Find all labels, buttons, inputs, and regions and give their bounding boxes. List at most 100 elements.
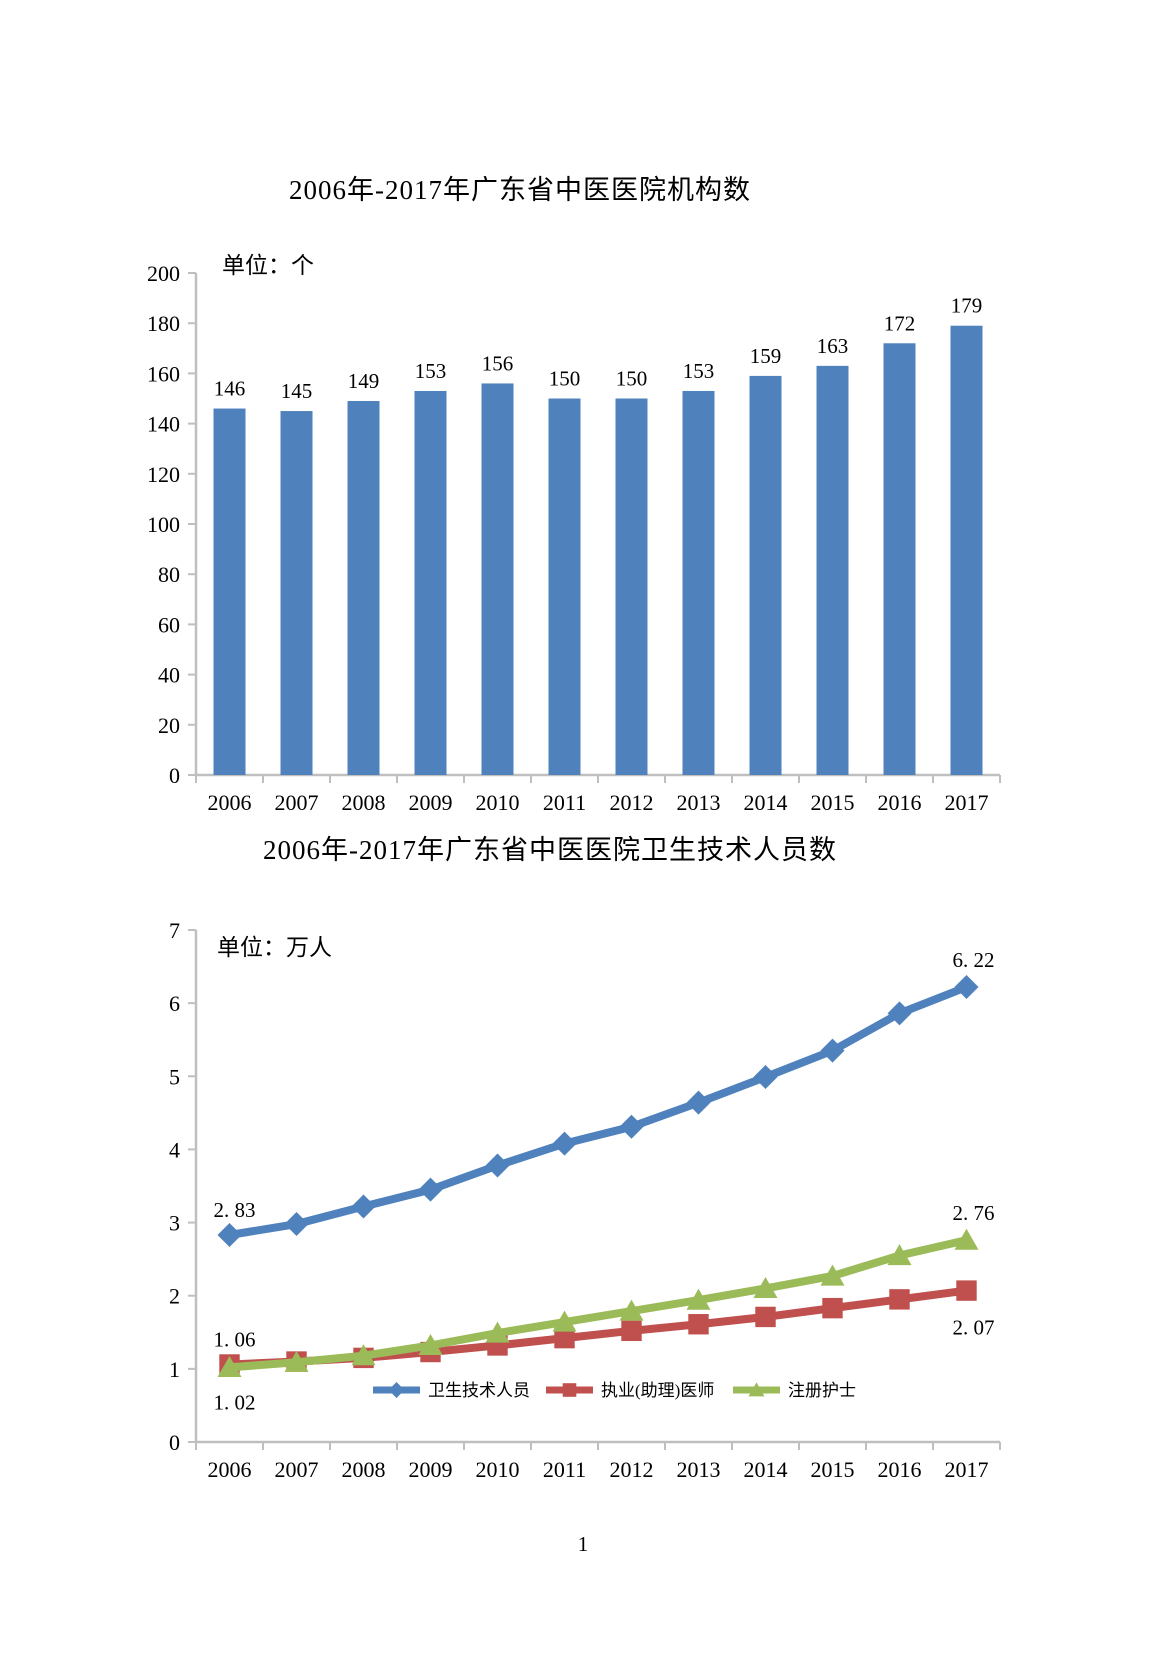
series-point-marker-2 <box>284 1350 309 1372</box>
y-tick-label: 0 <box>169 1430 180 1455</box>
y-tick-label: 20 <box>158 713 180 738</box>
x-tick-label: 2013 <box>677 1457 721 1482</box>
series-point-marker-2 <box>217 1355 242 1377</box>
bar-value-label: 159 <box>750 344 782 368</box>
bar-2009 <box>414 390 447 775</box>
x-tick-label: 2009 <box>409 1457 453 1482</box>
bar-value-label: 172 <box>884 311 916 335</box>
series-point-marker-0 <box>485 1153 510 1178</box>
series-point-marker-0 <box>686 1090 711 1115</box>
line-chart-title: 2006年-2017年广东省中医医院卫生技术人员数 <box>263 835 837 865</box>
series-point-marker-2 <box>485 1321 510 1343</box>
legend-marker-triangle <box>748 1382 765 1397</box>
bar-2007 <box>280 411 313 775</box>
series-line-1 <box>229 1286 968 1369</box>
bar-2008 <box>347 401 380 775</box>
legend-label-2: 注册护士 <box>788 1381 856 1400</box>
series-point-marker-2 <box>552 1310 577 1332</box>
series-point-marker-2 <box>686 1288 711 1310</box>
series-point-marker-1 <box>688 1314 709 1335</box>
x-tick-label: 2016 <box>878 790 922 815</box>
bar-chart-unit-label: 单位：个 <box>222 253 314 278</box>
series-point-marker-0 <box>887 1001 912 1026</box>
series-point-marker-2 <box>954 1228 979 1250</box>
series-point-marker-2 <box>820 1264 845 1286</box>
bar-2012 <box>615 398 648 775</box>
bar-value-label: 145 <box>281 379 313 403</box>
x-tick-label: 2009 <box>409 790 453 815</box>
series-line-2 <box>229 1236 968 1372</box>
x-tick-label: 2013 <box>677 790 721 815</box>
legend-label-1: 执业(助理)医师 <box>601 1381 714 1400</box>
bar-chart-title: 2006年-2017年广东省中医医院机构数 <box>289 175 751 205</box>
bar-2017 <box>950 325 983 775</box>
legend-item-1: 执业(助理)医师 <box>546 1381 714 1400</box>
bar-2013 <box>682 390 715 775</box>
bar-2014 <box>749 375 782 775</box>
x-tick-label: 2011 <box>543 1457 586 1482</box>
series-first-label-2: 1. 02 <box>214 1390 256 1414</box>
legend-label-0: 卫生技术人员 <box>428 1381 530 1400</box>
bar-value-label: 163 <box>817 334 849 358</box>
y-tick-label: 6 <box>169 991 180 1016</box>
legend-item-2: 注册护士 <box>733 1381 856 1400</box>
page-number: 1 <box>577 1532 589 1556</box>
x-tick-label: 2006 <box>208 790 252 815</box>
x-tick-label: 2007 <box>275 790 319 815</box>
bar-value-label: 150 <box>616 367 648 391</box>
series-point-marker-0 <box>284 1212 309 1237</box>
series-point-marker-0 <box>418 1177 443 1202</box>
series-point-marker-1 <box>822 1297 843 1319</box>
x-tick-label: 2015 <box>811 790 855 815</box>
series-point-marker-0 <box>753 1065 778 1090</box>
y-tick-label: 80 <box>158 562 180 587</box>
bar-value-label: 146 <box>214 377 246 401</box>
bar-2011 <box>548 398 581 775</box>
x-tick-label: 2012 <box>610 790 654 815</box>
y-tick-label: 180 <box>147 311 180 336</box>
bar-value-label: 149 <box>348 369 380 393</box>
y-tick-label: 5 <box>169 1064 180 1089</box>
x-tick-label: 2014 <box>744 790 788 815</box>
legend-marker-diamond <box>388 1382 405 1398</box>
x-tick-label: 2017 <box>945 1457 989 1482</box>
series-point-marker-1 <box>889 1289 910 1310</box>
y-tick-label: 120 <box>147 462 180 487</box>
x-tick-label: 2007 <box>275 1457 319 1482</box>
bar-value-label: 153 <box>415 359 447 383</box>
y-tick-label: 60 <box>158 612 180 637</box>
series-point-marker-2 <box>753 1277 778 1298</box>
y-tick-label: 1 <box>169 1357 180 1382</box>
series-last-label-1: 2. 07 <box>953 1316 995 1340</box>
bar-2015 <box>816 365 849 775</box>
series-point-marker-2 <box>887 1244 912 1266</box>
y-tick-label: 40 <box>158 663 180 688</box>
y-tick-label: 140 <box>147 412 180 437</box>
x-tick-label: 2015 <box>811 1457 855 1482</box>
y-tick-label: 200 <box>147 261 180 286</box>
series-point-marker-0 <box>351 1194 376 1219</box>
bar-value-label: 153 <box>683 359 715 383</box>
series-line-0 <box>228 983 968 1239</box>
y-tick-label: 0 <box>169 763 180 788</box>
bar-2010 <box>481 383 514 775</box>
line-chart-plot: 0 1 2 3 4 5 6 7 2006 2007 2008 2009 2010 2011 2012 2013… <box>169 918 1001 1482</box>
series-point-marker-1 <box>755 1306 776 1328</box>
y-tick-label: 2 <box>169 1284 180 1309</box>
series-point-marker-1 <box>621 1320 642 1342</box>
legend-item-0: 卫生技术人员 <box>373 1381 530 1400</box>
x-tick-label: 2008 <box>342 790 386 815</box>
series-point-marker-0 <box>619 1114 644 1139</box>
series-point-marker-1 <box>554 1327 575 1349</box>
x-tick-label: 2014 <box>744 1457 788 1482</box>
series-point-marker-1 <box>956 1280 977 1301</box>
series-first-label-0: 2. 83 <box>214 1198 256 1222</box>
x-tick-label: 2017 <box>945 790 989 815</box>
x-tick-label: 2006 <box>208 1457 252 1482</box>
series-point-marker-0 <box>820 1038 845 1063</box>
bar-value-label: 156 <box>482 351 514 375</box>
series-point-marker-0 <box>552 1131 577 1156</box>
bar-2006 <box>213 408 246 775</box>
series-first-label-1: 1. 06 <box>214 1327 256 1351</box>
series-last-label-2: 2. 76 <box>953 1201 995 1225</box>
